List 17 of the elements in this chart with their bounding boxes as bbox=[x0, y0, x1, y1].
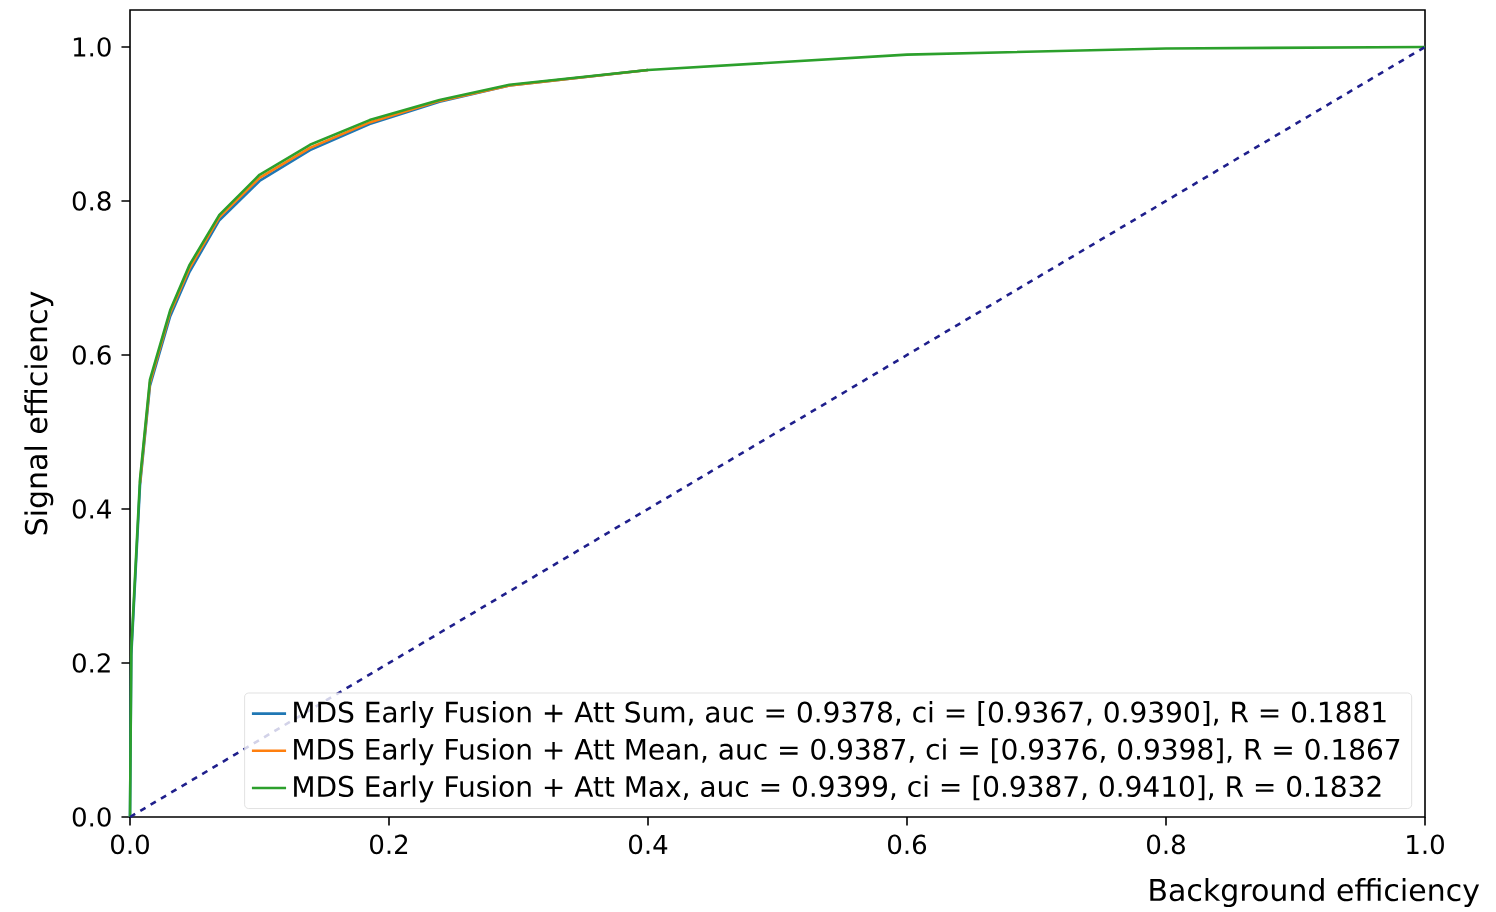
x-tick-label: 0.8 bbox=[1147, 834, 1185, 855]
y-tick-label: 0.2 bbox=[72, 653, 110, 673]
x-tick-label: 1.0 bbox=[1407, 834, 1444, 855]
x-tick-label: 0.0 bbox=[111, 834, 149, 855]
legend-label: MDS Early Fusion + Att Sum, auc = 0.9378, ci = [0.9367, 0.9390], R = 0.1881 bbox=[294, 701, 1386, 729]
x-tick-label: 0.2 bbox=[370, 834, 408, 855]
y-tick-label: 0.6 bbox=[72, 345, 111, 365]
legend-label: MDS Early Fusion + Att Max, auc = 0.9399, ci = [0.9387, 0.9410], R = 0.1832 bbox=[294, 775, 1381, 803]
y-axis-title: Signal efficiency bbox=[24, 291, 54, 535]
x-tick-label: 0.4 bbox=[629, 834, 668, 855]
y-tick-label: 0.4 bbox=[72, 499, 111, 519]
legend-label: MDS Early Fusion + Att Mean, auc = 0.9387, ci = [0.9376, 0.9398], R = 0.1867 bbox=[294, 738, 1400, 766]
y-tick-label: 0.8 bbox=[72, 191, 111, 211]
x-tick-label: 0.6 bbox=[888, 834, 927, 855]
x-axis-title: Background efficiency bbox=[1150, 878, 1480, 908]
y-tick-label: 1.0 bbox=[73, 37, 111, 57]
y-tick-label: 0.0 bbox=[72, 807, 111, 827]
